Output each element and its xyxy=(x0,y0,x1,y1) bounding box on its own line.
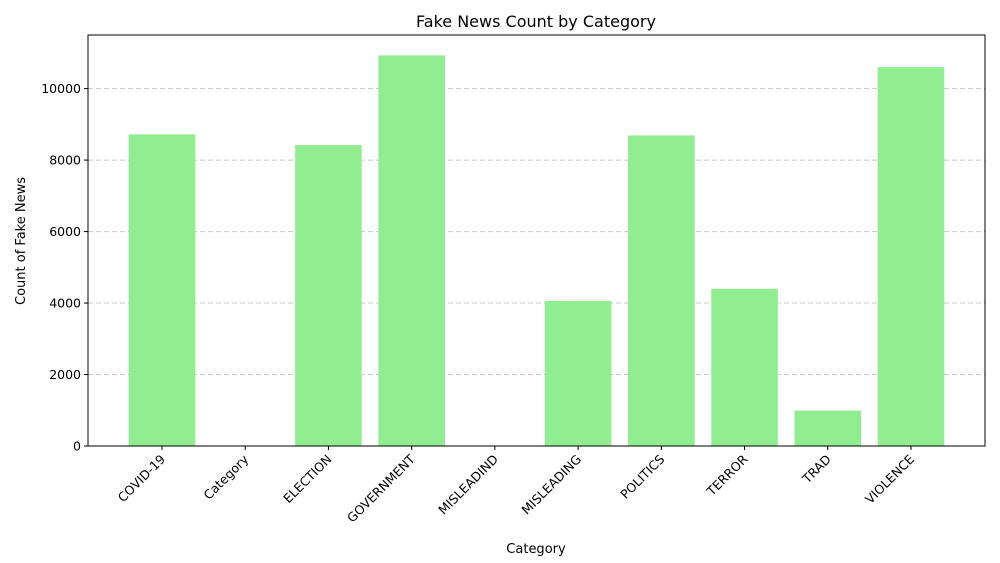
x-tick-label: COVID-19 xyxy=(115,451,169,505)
y-axis-label: Count of Fake News xyxy=(14,177,29,305)
x-axis-label: Category xyxy=(506,542,566,557)
bar-government xyxy=(378,55,445,446)
x-axis: COVID-19 Category ELECTION GOVERNMENT MISLEA… xyxy=(115,446,917,525)
y-tick-label: 4000 xyxy=(49,296,81,311)
y-axis: 0 2000 4000 6000 8000 10000 xyxy=(41,81,88,454)
bars-group xyxy=(128,55,945,447)
x-tick-label: GOVERNMENT xyxy=(344,451,418,525)
bar-violence xyxy=(877,67,945,446)
x-tick-label: Category xyxy=(200,451,251,502)
bar-covid-19 xyxy=(128,134,196,446)
x-tick-label: ELECTION xyxy=(280,452,334,506)
x-tick-label: VIOLENCE xyxy=(862,451,917,506)
bar-trad xyxy=(794,410,862,446)
bar-election xyxy=(295,145,362,446)
x-tick-label: TRAD xyxy=(799,452,834,487)
plot-frame xyxy=(87,34,986,447)
x-tick-label: MISLEADIND xyxy=(435,452,501,518)
bar-terror xyxy=(711,288,778,446)
bar-politics xyxy=(628,135,695,447)
y-tick-label: 6000 xyxy=(49,224,81,239)
y-tick-label: 2000 xyxy=(49,367,81,382)
chart-title: Fake News Count by Category xyxy=(416,12,656,31)
y-tick-label: 8000 xyxy=(49,153,81,168)
x-tick-label: TERROR xyxy=(703,451,751,499)
y-tick-label: 0 xyxy=(73,439,81,454)
y-tick-label: 10000 xyxy=(41,81,81,96)
x-tick-label: POLITICS xyxy=(617,451,667,501)
bar-misleading xyxy=(544,300,612,446)
x-tick-label: MISLEADING xyxy=(518,452,584,518)
grid-lines xyxy=(88,88,985,376)
